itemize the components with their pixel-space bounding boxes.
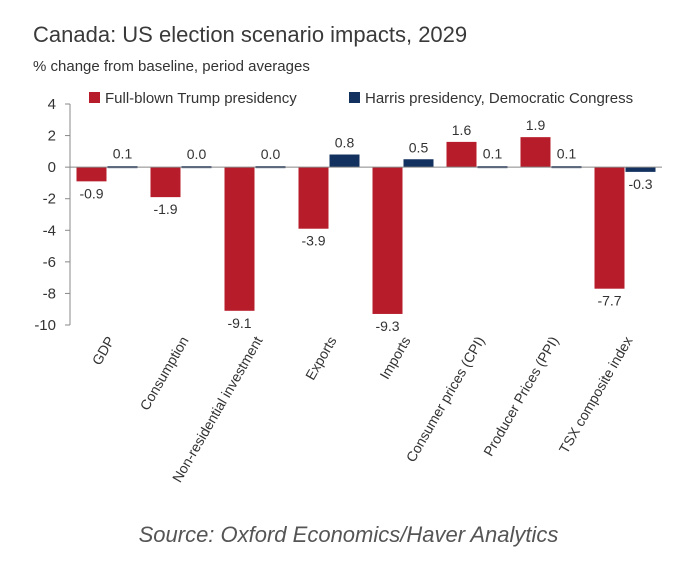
bar-harris bbox=[403, 159, 434, 168]
data-label-harris: 0.0 bbox=[187, 146, 207, 162]
bar-trump bbox=[298, 167, 329, 229]
y-tick-label: -8 bbox=[43, 285, 56, 302]
data-label-trump: -3.9 bbox=[301, 233, 325, 249]
data-label-trump: 1.6 bbox=[452, 122, 472, 138]
x-tick-label: Consumer prices (CPI) bbox=[403, 334, 488, 465]
data-label-harris: 0.5 bbox=[409, 139, 429, 155]
x-tick-label: Non-residential investment bbox=[169, 333, 266, 485]
data-label-harris: 0.8 bbox=[335, 135, 355, 151]
y-tick-label: -10 bbox=[34, 317, 56, 334]
bar-trump bbox=[520, 137, 551, 168]
data-label-trump: -9.3 bbox=[375, 318, 399, 334]
y-tick-label: 4 bbox=[48, 96, 56, 113]
legend-label-trump: Full-blown Trump presidency bbox=[105, 90, 297, 107]
bar-trump bbox=[446, 141, 477, 168]
y-tick-label: -2 bbox=[43, 191, 56, 208]
legend-swatch-trump bbox=[89, 92, 100, 103]
bar-harris bbox=[625, 167, 656, 172]
y-tick-label: 0 bbox=[48, 159, 56, 176]
bar-trump bbox=[594, 167, 625, 289]
data-label-harris: -0.3 bbox=[628, 176, 652, 192]
x-tick-label: TSX composite index bbox=[556, 334, 636, 457]
bar-trump bbox=[150, 167, 181, 198]
x-tick-label: Producer Prices (PPI) bbox=[480, 334, 562, 459]
bar-trump bbox=[372, 167, 403, 314]
data-label-trump: -9.1 bbox=[227, 315, 251, 331]
data-label-harris: 0.0 bbox=[261, 146, 281, 162]
y-tick-label: -4 bbox=[43, 222, 56, 239]
data-label-trump: -0.9 bbox=[79, 185, 103, 201]
x-tick-label: Consumption bbox=[136, 334, 191, 413]
legend-label-harris: Harris presidency, Democratic Congress bbox=[365, 90, 633, 107]
x-tick-label: GDP bbox=[89, 334, 118, 368]
bar-trump bbox=[76, 167, 107, 182]
data-label-trump: -1.9 bbox=[153, 201, 177, 217]
chart-title: Canada: US election scenario impacts, 20… bbox=[33, 22, 468, 47]
x-tick-label: Imports bbox=[376, 334, 413, 382]
data-label-trump: 1.9 bbox=[526, 117, 546, 133]
y-tick-label: -6 bbox=[43, 254, 56, 271]
data-label-harris: 0.1 bbox=[483, 146, 503, 162]
legend-swatch-harris bbox=[349, 92, 360, 103]
bar-harris bbox=[329, 154, 360, 168]
data-label-harris: 0.1 bbox=[113, 146, 133, 162]
data-label-trump: -7.7 bbox=[597, 293, 621, 309]
chart-subtitle: % change from baseline, period averages bbox=[33, 58, 310, 75]
bar-chart: 4 2 0 -2 -4 -6 -8 -10 -0.9 0.1 GDP -1.9 0.0 Consumpti… bbox=[34, 90, 662, 485]
data-label-harris: 0.1 bbox=[557, 146, 577, 162]
source-note: Source: Oxford Economics/Haver Analytics bbox=[138, 522, 559, 547]
bar-trump bbox=[224, 167, 255, 311]
y-tick-label: 2 bbox=[48, 128, 56, 145]
x-tick-label: Exports bbox=[302, 334, 340, 383]
